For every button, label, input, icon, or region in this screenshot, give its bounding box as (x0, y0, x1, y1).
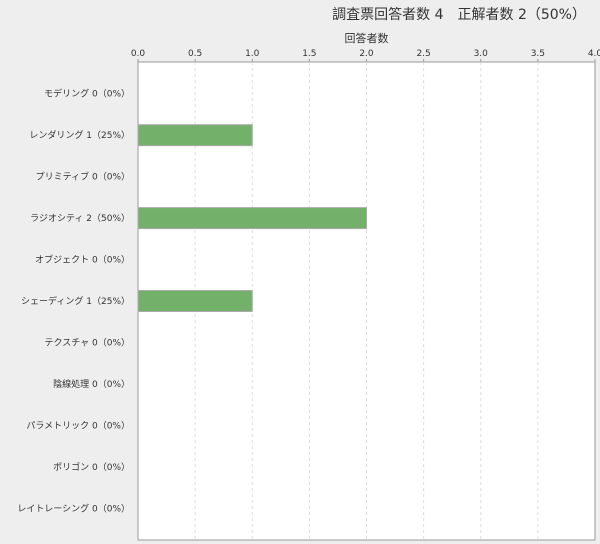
x-tick-label: 4.0 (588, 49, 600, 59)
x-tick-label: 0.5 (188, 49, 202, 59)
category-label: 陰線処理 0（0%） (53, 378, 130, 390)
category-label: モデリング 0（0%） (44, 88, 130, 100)
category-label: シェーディング 1（25%） (21, 295, 130, 307)
category-label: オブジェクト 0（0%） (35, 254, 130, 266)
bar (137, 207, 367, 230)
category-label: プリミティブ 0（0%） (36, 171, 130, 183)
chart-title: 調査票回答者数 4 正解者数 2（50%） (332, 7, 586, 23)
bar (137, 124, 253, 147)
category-label: テクスチャ 0（0%） (44, 337, 130, 348)
x-axis-label: 回答者数 (345, 31, 389, 45)
category-label: パラメトリック 0（0%） (26, 420, 130, 431)
x-tick-label: 3.5 (531, 49, 545, 59)
x-tick-label: 0.0 (131, 49, 146, 59)
bar (137, 290, 253, 312)
x-tick-label: 2.5 (416, 49, 430, 59)
x-tick-label: 1.5 (302, 49, 316, 59)
x-tick-label: 2.0 (359, 49, 374, 59)
category-label: レイトレーシング 0（0%） (17, 502, 130, 514)
category-label: ラジオシティ 2（50%） (30, 213, 130, 224)
category-label: レンダリング 1（25%） (29, 129, 130, 141)
x-tick-label: 3.0 (474, 49, 489, 59)
category-label: ポリゴン 0（0%） (53, 461, 130, 473)
x-tick-label: 1.0 (245, 49, 260, 59)
